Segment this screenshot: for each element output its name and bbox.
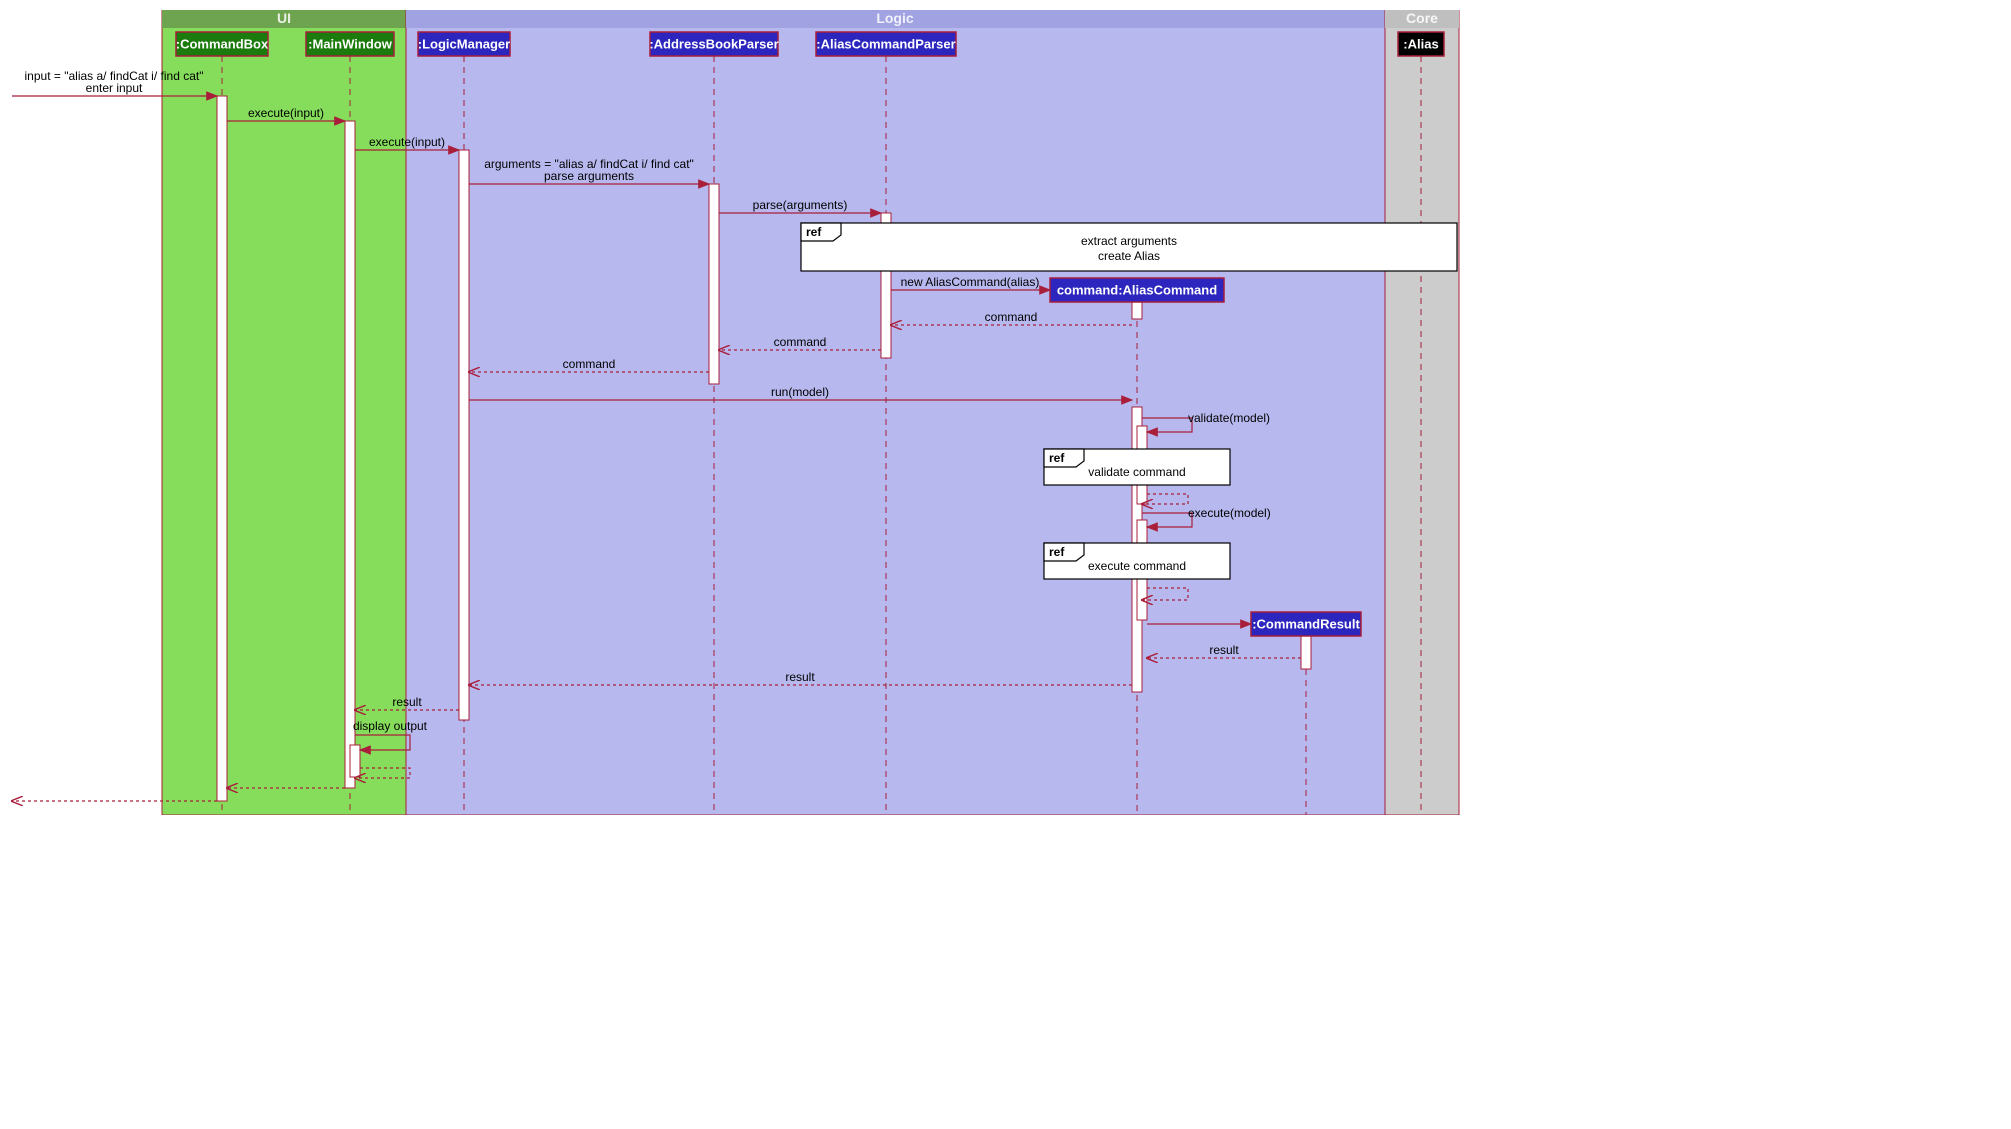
svg-text::Alias: :Alias xyxy=(1403,36,1438,51)
svg-text:display output: display output xyxy=(353,719,428,733)
activation-addressbookparser xyxy=(709,184,719,384)
svg-text:execute command: execute command xyxy=(1088,559,1186,573)
svg-text:parse(arguments): parse(arguments) xyxy=(753,198,848,212)
activation-commandbox xyxy=(217,96,227,801)
region-ui: UI xyxy=(162,10,406,815)
lifeline-box-alias: :Alias xyxy=(1398,32,1444,56)
lifeline-box-mainwindow: :MainWindow xyxy=(306,32,394,56)
svg-text:new AliasCommand(alias): new AliasCommand(alias) xyxy=(901,275,1040,289)
lifeline-box-aliascommandparser: :AliasCommandParser xyxy=(816,32,956,56)
sequence-diagram: UI Logic Core :CommandBox :MainWindow :L… xyxy=(10,10,1461,815)
svg-text::AliasCommandParser: :AliasCommandParser xyxy=(816,36,955,51)
svg-text::CommandBox: :CommandBox xyxy=(176,36,269,51)
svg-text:command: command xyxy=(563,357,616,371)
svg-text:ref: ref xyxy=(1049,451,1065,465)
svg-text:extract arguments: extract arguments xyxy=(1081,234,1177,248)
svg-text:execute(input): execute(input) xyxy=(248,106,324,120)
svg-text:command:AliasCommand: command:AliasCommand xyxy=(1057,282,1217,297)
svg-text:execute(input): execute(input) xyxy=(369,135,445,149)
svg-text:create Alias: create Alias xyxy=(1098,249,1160,263)
ref-box-validate: ref validate command xyxy=(1044,449,1230,485)
svg-text:command: command xyxy=(774,335,827,349)
svg-text::AddressBookParser: :AddressBookParser xyxy=(649,36,778,51)
activation-logicmanager xyxy=(459,150,469,720)
activation-mainwindow xyxy=(345,121,355,788)
svg-text:ref: ref xyxy=(1049,545,1065,559)
lifeline-box-aliascommand: command:AliasCommand xyxy=(1050,278,1224,302)
ref-box-extract: ref extract arguments create Alias xyxy=(801,223,1457,271)
lifeline-box-commandresult: :CommandResult xyxy=(1251,612,1361,636)
svg-text:ref: ref xyxy=(806,225,822,239)
svg-text::CommandResult: :CommandResult xyxy=(1252,616,1360,631)
svg-text:result: result xyxy=(785,670,815,684)
lifeline-box-logicmanager: :LogicManager xyxy=(418,32,510,56)
region-core: Core xyxy=(1385,10,1459,815)
svg-text:run(model): run(model) xyxy=(771,385,829,399)
svg-text:result: result xyxy=(392,695,422,709)
svg-text:result: result xyxy=(1209,643,1239,657)
region-core-label: Core xyxy=(1406,10,1438,26)
svg-text:parse arguments: parse arguments xyxy=(544,169,634,183)
activation-mainwindow-display xyxy=(350,745,360,777)
svg-text::LogicManager: :LogicManager xyxy=(418,36,510,51)
svg-text:validate command: validate command xyxy=(1088,465,1185,479)
ref-box-execute: ref execute command xyxy=(1044,543,1230,579)
svg-text:execute(model): execute(model) xyxy=(1188,506,1271,520)
lifeline-box-commandbox: :CommandBox xyxy=(176,32,269,56)
svg-text:command: command xyxy=(985,310,1038,324)
region-logic-label: Logic xyxy=(876,10,914,26)
svg-text:enter input: enter input xyxy=(86,81,143,95)
lifeline-box-addressbookparser: :AddressBookParser xyxy=(649,32,778,56)
svg-text:validate(model): validate(model) xyxy=(1188,411,1270,425)
region-ui-label: UI xyxy=(277,10,291,26)
svg-text::MainWindow: :MainWindow xyxy=(308,36,393,51)
